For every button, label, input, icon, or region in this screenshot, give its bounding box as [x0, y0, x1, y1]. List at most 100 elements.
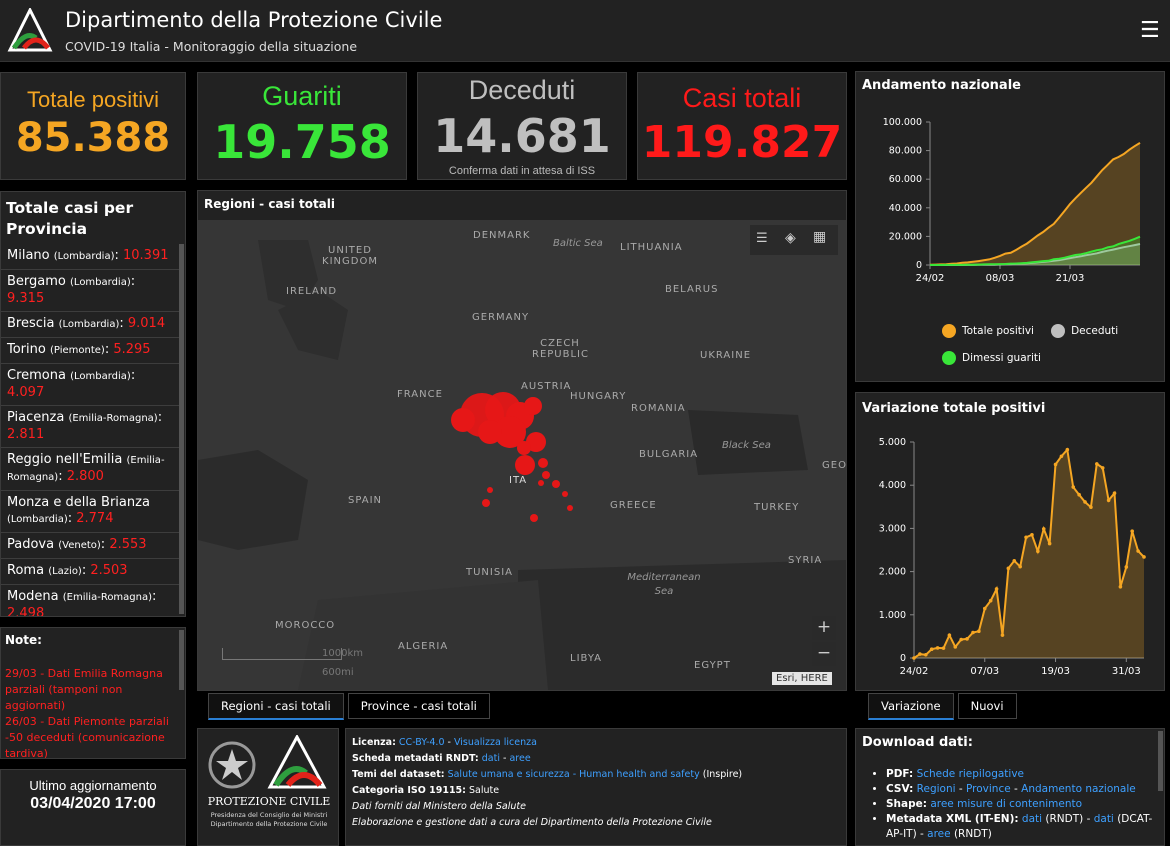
- series-point: [1012, 559, 1017, 563]
- series-point: [1142, 555, 1146, 559]
- map-label: CZECH REPUBLIC: [532, 338, 589, 360]
- province-item[interactable]: Bergamo (Lombardia): 9.315: [1, 270, 179, 312]
- license-link[interactable]: CC-BY-4.0: [398, 737, 445, 748]
- kpi-value: 85.388: [15, 115, 171, 161]
- province-item[interactable]: Milano (Lombardia): 10.391: [1, 244, 179, 270]
- download-scrollbar[interactable]: [1158, 731, 1163, 791]
- tab-regioni[interactable]: Regioni - casi totali: [208, 693, 344, 720]
- series-point: [1018, 564, 1022, 569]
- shape-link[interactable]: aree misure di contenimento: [930, 798, 1083, 810]
- legend-dot: [1051, 324, 1066, 338]
- tab-province[interactable]: Province - casi totali: [347, 693, 490, 719]
- temi-label: Temi del dataset:: [352, 769, 445, 780]
- legend-totale-positivi[interactable]: Totale positivi: [942, 324, 1034, 338]
- tab-nuovi[interactable]: Nuovi: [957, 693, 1017, 719]
- csv-andamento-link[interactable]: Andamento nazionale: [1021, 783, 1136, 795]
- map-label: ROMANIA: [631, 403, 686, 414]
- province-item[interactable]: Torino (Piemonte): 5.295: [1, 338, 179, 364]
- province-colon: :: [114, 248, 123, 263]
- temi-link[interactable]: Salute umana e sicurezza - Human health …: [447, 769, 700, 780]
- legend-dimessi-guariti[interactable]: Dimessi guariti: [942, 351, 1041, 365]
- province-region: (Lombardia): [58, 319, 120, 330]
- map-label: TURKEY: [754, 502, 800, 513]
- map-canvas[interactable]: DENMARK Baltic Sea LITHUANIA UNITED KING…: [198, 220, 846, 690]
- notes-scrollbar[interactable]: [179, 630, 184, 690]
- legend-deceduti[interactable]: Deceduti: [1051, 324, 1118, 338]
- andamento-title: Andamento nazionale: [862, 78, 1021, 93]
- xml-aree-link[interactable]: aree: [927, 828, 951, 840]
- kpi-deceduti: Deceduti 14.681 Conferma dati in attesa …: [417, 72, 627, 180]
- x-tick-label: 08/03: [986, 273, 1015, 284]
- province-item[interactable]: Reggio nell'Emilia (Emilia-Romagna): 2.8…: [1, 448, 179, 491]
- map-label: SPAIN: [348, 495, 383, 506]
- note-text-1: 29/03 - Dati Emilia Romagna parziali (ta…: [5, 667, 163, 712]
- logo-name: PROTEZIONE CIVILE: [207, 795, 331, 808]
- series-point: [929, 647, 934, 652]
- map-label: ALGERIA: [398, 641, 449, 652]
- map-toolbar: ☰ ◈ ▦: [750, 225, 838, 255]
- variazione-chart[interactable]: 0 1.000 2.000 3.000 4.000 5.000 24/02 07/03 19/0…: [860, 423, 1160, 693]
- series-point: [1071, 485, 1076, 489]
- xml-dati-rndt-link[interactable]: dati: [1021, 813, 1043, 825]
- series-line: [930, 235, 1141, 266]
- province-colon: :: [130, 274, 136, 289]
- province-name: Cremona: [7, 368, 66, 383]
- xml-label: Metadata XML (IT-EN):: [886, 813, 1019, 825]
- app-subtitle: COVID-19 Italia - Monitoraggio della sit…: [65, 39, 358, 54]
- province-region: (Emilia-Romagna): [62, 592, 153, 603]
- license-sep: -: [444, 737, 454, 748]
- province-item[interactable]: Brescia (Lombardia): 9.014: [1, 312, 179, 338]
- map-label: GEO: [822, 460, 846, 471]
- csv-regioni-link[interactable]: Regioni: [916, 783, 956, 795]
- kpi-casi-totali: Casi totali 119.827: [637, 72, 847, 180]
- zoom-out-button[interactable]: −: [812, 642, 836, 666]
- province-item[interactable]: Piacenza (Emilia-Romagna): 2.811: [1, 406, 179, 448]
- series-point: [1047, 541, 1052, 546]
- map-label: Baltic Sea: [553, 238, 603, 249]
- metadata-aree-link[interactable]: aree: [509, 753, 531, 764]
- province-item[interactable]: Modena (Emilia-Romagna): 2.498: [1, 585, 179, 617]
- csv-label: CSV:: [886, 783, 914, 795]
- province-value: 2.498: [7, 606, 45, 617]
- legend-list-icon[interactable]: ☰: [756, 231, 768, 246]
- map-label: LITHUANIA: [620, 242, 683, 253]
- zoom-in-button[interactable]: +: [812, 616, 836, 640]
- tab-variazione[interactable]: Variazione: [868, 693, 954, 720]
- y-tick-label: 60.000: [889, 174, 922, 185]
- logo-line2: Dipartimento della Protezione Civile: [210, 820, 328, 828]
- iso-line: Categoria ISO 19115: Salute: [352, 783, 840, 799]
- province-title: Totale casi per Provincia: [6, 199, 134, 238]
- province-item[interactable]: Monza e della Brianza (Lombardia): 2.774: [1, 491, 179, 533]
- layers-icon[interactable]: ◈: [785, 230, 796, 246]
- xml-dati-dcat-link[interactable]: dati: [1093, 813, 1114, 825]
- download-xml: Metadata XML (IT-EN): dati (RNDT) - dati…: [886, 812, 1156, 842]
- andamento-chart[interactable]: 0 20.000 40.000 60.000 80.000 100.000 24/02 08/…: [860, 112, 1160, 332]
- province-name: Brescia: [7, 316, 55, 331]
- view-license-link[interactable]: Visualizza licenza: [453, 737, 537, 748]
- shape-label: Shape:: [886, 798, 927, 810]
- download-list: PDF: Schede riepilogative CSV: Regioni -…: [856, 767, 1156, 842]
- basemap-gallery-icon[interactable]: ▦: [813, 229, 827, 245]
- province-colon: :: [58, 469, 67, 484]
- legend-label: Dimessi guariti: [962, 352, 1041, 364]
- hamburger-menu-icon[interactable]: ☰: [1140, 18, 1160, 43]
- province-region: (Emilia-Romagna): [7, 455, 165, 483]
- province-colon: :: [157, 410, 163, 425]
- map-label: GERMANY: [472, 312, 530, 323]
- province-list[interactable]: Milano (Lombardia): 10.391 Bergamo (Lomba…: [1, 244, 179, 617]
- province-item[interactable]: Padova (Veneto): 2.553: [1, 533, 179, 559]
- province-value: 10.391: [123, 248, 169, 263]
- province-scrollbar[interactable]: [179, 244, 184, 614]
- province-item[interactable]: Cremona (Lombardia): 4.097: [1, 364, 179, 406]
- map-attribution[interactable]: Esri, HERE: [772, 672, 832, 685]
- header-bar: Dipartimento della Protezione Civile COV…: [0, 0, 1170, 62]
- province-item[interactable]: Roma (Lazio): 2.503: [1, 559, 179, 585]
- protezione-civile-emblem-icon: [267, 735, 327, 789]
- map-tabs: Regioni - casi totali Province - casi tot…: [208, 693, 494, 720]
- case-bubbles[interactable]: [198, 220, 846, 690]
- metadata-dati-link[interactable]: dati: [481, 753, 500, 764]
- map-label: Mediterranean Sea: [627, 572, 701, 597]
- pdf-link[interactable]: Schede riepilogative: [916, 768, 1025, 780]
- csv-province-link[interactable]: Province: [966, 783, 1011, 795]
- kpi-label: Deceduti: [468, 75, 576, 105]
